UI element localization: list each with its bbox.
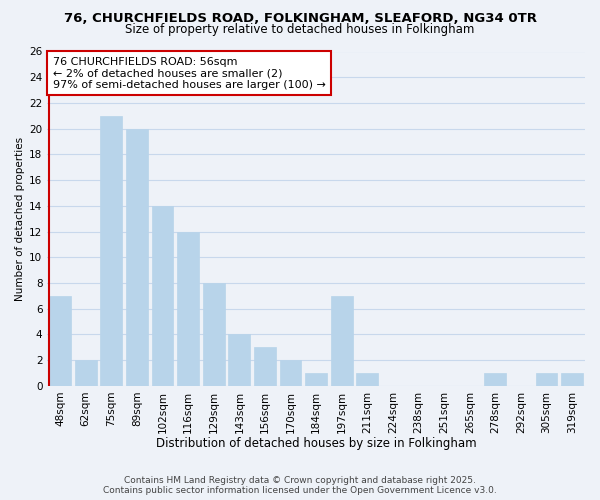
Bar [254, 348, 276, 386]
Bar [203, 283, 224, 386]
Text: Size of property relative to detached houses in Folkingham: Size of property relative to detached ho… [125, 24, 475, 36]
Bar [126, 128, 148, 386]
Bar [356, 373, 378, 386]
Bar [100, 116, 122, 386]
X-axis label: Distribution of detached houses by size in Folkingham: Distribution of detached houses by size … [156, 437, 476, 450]
Bar [331, 296, 353, 386]
Bar [280, 360, 301, 386]
Text: 76, CHURCHFIELDS ROAD, FOLKINGHAM, SLEAFORD, NG34 0TR: 76, CHURCHFIELDS ROAD, FOLKINGHAM, SLEAF… [64, 12, 536, 26]
Bar [152, 206, 173, 386]
Bar [75, 360, 97, 386]
Text: 76 CHURCHFIELDS ROAD: 56sqm
← 2% of detached houses are smaller (2)
97% of semi-: 76 CHURCHFIELDS ROAD: 56sqm ← 2% of deta… [53, 56, 326, 90]
Bar [536, 373, 557, 386]
Bar [562, 373, 583, 386]
Bar [484, 373, 506, 386]
Bar [229, 334, 250, 386]
Text: Contains HM Land Registry data © Crown copyright and database right 2025.
Contai: Contains HM Land Registry data © Crown c… [103, 476, 497, 495]
Y-axis label: Number of detached properties: Number of detached properties [15, 136, 25, 300]
Bar [177, 232, 199, 386]
Bar [49, 296, 71, 386]
Bar [305, 373, 327, 386]
